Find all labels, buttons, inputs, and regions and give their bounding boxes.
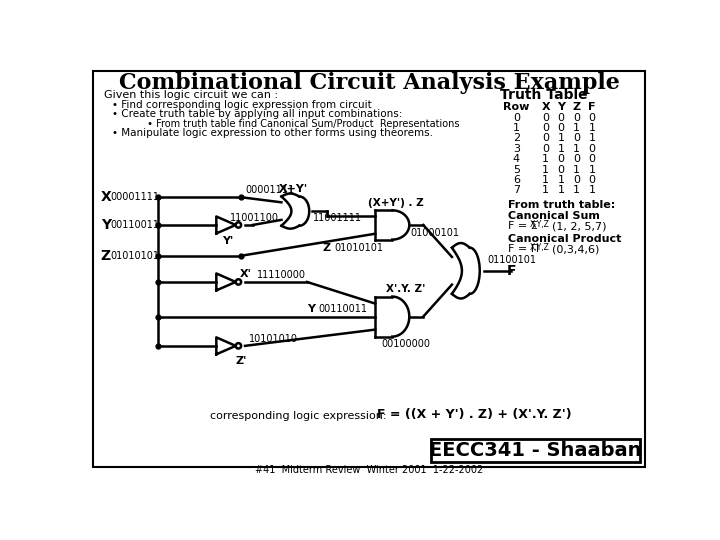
Text: 0: 0	[573, 133, 580, 143]
Text: 1: 1	[558, 133, 564, 143]
Text: 4: 4	[513, 154, 520, 164]
Text: Row: Row	[503, 102, 529, 112]
Text: From truth table:: From truth table:	[508, 200, 616, 210]
Text: X,Y,Z: X,Y,Z	[530, 242, 550, 252]
Text: 5: 5	[513, 165, 520, 174]
Text: Given this logic circuit we can :: Given this logic circuit we can :	[104, 90, 278, 100]
Text: 1: 1	[558, 144, 564, 154]
Text: 1: 1	[513, 123, 520, 133]
Text: 11001100: 11001100	[230, 213, 279, 222]
Text: (1, 2, 5,7): (1, 2, 5,7)	[552, 221, 606, 231]
Text: Combinational Circuit Analysis Example: Combinational Circuit Analysis Example	[119, 72, 619, 94]
Text: 0: 0	[558, 112, 564, 123]
Text: • Find corresponding logic expression from circuit: • Find corresponding logic expression fr…	[112, 100, 372, 110]
Text: corresponding logic expression:: corresponding logic expression:	[210, 410, 387, 421]
Text: 00110011: 00110011	[319, 304, 368, 314]
Text: 1: 1	[573, 123, 580, 133]
Text: 6: 6	[513, 175, 520, 185]
Text: X: X	[541, 102, 550, 112]
Text: 0: 0	[573, 112, 580, 123]
Text: X'.Y. Z': X'.Y. Z'	[386, 284, 425, 294]
Text: 0: 0	[542, 123, 549, 133]
Text: 1: 1	[573, 165, 580, 174]
Text: 0: 0	[589, 112, 595, 123]
Text: Truth Table: Truth Table	[500, 88, 588, 102]
Text: 0: 0	[513, 112, 520, 123]
Text: 2: 2	[513, 133, 520, 143]
Text: #41  Midterm Review  Winter 2001  1-22-2002: #41 Midterm Review Winter 2001 1-22-2002	[255, 465, 483, 475]
Text: 01010101: 01010101	[334, 244, 383, 253]
Text: 00100000: 00100000	[381, 339, 430, 349]
Text: EECC341 - Shaaban: EECC341 - Shaaban	[429, 441, 642, 460]
Text: Y: Y	[557, 102, 565, 112]
Text: Y: Y	[101, 218, 111, 232]
Text: 0: 0	[589, 144, 595, 154]
Text: 11001111: 11001111	[313, 213, 362, 224]
Text: 1: 1	[589, 123, 595, 133]
Text: Z': Z'	[235, 356, 247, 366]
Text: Canonical Product: Canonical Product	[508, 234, 622, 244]
Text: 1: 1	[558, 175, 564, 185]
Text: F: F	[588, 102, 596, 112]
Text: 0: 0	[558, 154, 564, 164]
Text: 0: 0	[542, 112, 549, 123]
Text: 10101010: 10101010	[249, 334, 298, 343]
Text: 11110000: 11110000	[256, 269, 305, 280]
Text: • Manipulate logic expression to other forms using theorems.: • Manipulate logic expression to other f…	[112, 128, 433, 138]
Text: 0: 0	[558, 123, 564, 133]
Text: 0: 0	[542, 144, 549, 154]
Text: 00110011: 00110011	[110, 220, 159, 230]
Text: Z: Z	[323, 244, 330, 253]
Text: 00001111: 00001111	[110, 192, 159, 202]
Text: 1: 1	[558, 185, 564, 195]
Text: Canonical Sum: Canonical Sum	[508, 211, 600, 221]
Text: (0,3,4,6): (0,3,4,6)	[552, 244, 599, 254]
Text: 1: 1	[542, 185, 549, 195]
Text: Z: Z	[101, 249, 111, 263]
Text: 01100101: 01100101	[487, 255, 536, 265]
Text: 0: 0	[573, 175, 580, 185]
Text: F = Π: F = Π	[508, 244, 539, 254]
Text: 0: 0	[589, 175, 595, 185]
Text: F = ((X + Y') . Z) + (X'.Y. Z'): F = ((X + Y') . Z) + (X'.Y. Z')	[377, 408, 572, 421]
Text: X+Y': X+Y'	[279, 184, 307, 194]
Text: 0: 0	[589, 154, 595, 164]
FancyBboxPatch shape	[431, 439, 640, 462]
Text: 1: 1	[589, 165, 595, 174]
Text: X: X	[101, 190, 112, 204]
Text: 00001111: 00001111	[245, 185, 294, 195]
Text: Z: Z	[572, 102, 581, 112]
Text: 1: 1	[542, 165, 549, 174]
Text: (X+Y') . Z: (X+Y') . Z	[368, 198, 424, 208]
Text: 1: 1	[542, 154, 549, 164]
Text: 1: 1	[589, 185, 595, 195]
Text: 1: 1	[542, 175, 549, 185]
Text: 01010101: 01010101	[110, 251, 159, 261]
Text: 0: 0	[573, 154, 580, 164]
Text: 0: 0	[558, 165, 564, 174]
Text: X,Y,Z: X,Y,Z	[530, 220, 550, 228]
Text: 7: 7	[513, 185, 520, 195]
Text: Y: Y	[307, 304, 315, 314]
Text: • Create truth table by applying all input combinations:: • Create truth table by applying all inp…	[112, 110, 402, 119]
Text: 01000101: 01000101	[411, 228, 460, 238]
Text: F = Σ: F = Σ	[508, 221, 539, 231]
Text: 3: 3	[513, 144, 520, 154]
FancyBboxPatch shape	[93, 71, 645, 467]
Text: F: F	[507, 264, 516, 278]
Text: 1: 1	[589, 133, 595, 143]
Text: 1: 1	[573, 185, 580, 195]
Text: 0: 0	[542, 133, 549, 143]
Text: Y': Y'	[222, 236, 233, 246]
Text: X': X'	[240, 269, 251, 279]
Text: • From truth table find Canonical Sum/Product  Representations: • From truth table find Canonical Sum/Pr…	[120, 119, 460, 129]
Text: 1: 1	[573, 144, 580, 154]
